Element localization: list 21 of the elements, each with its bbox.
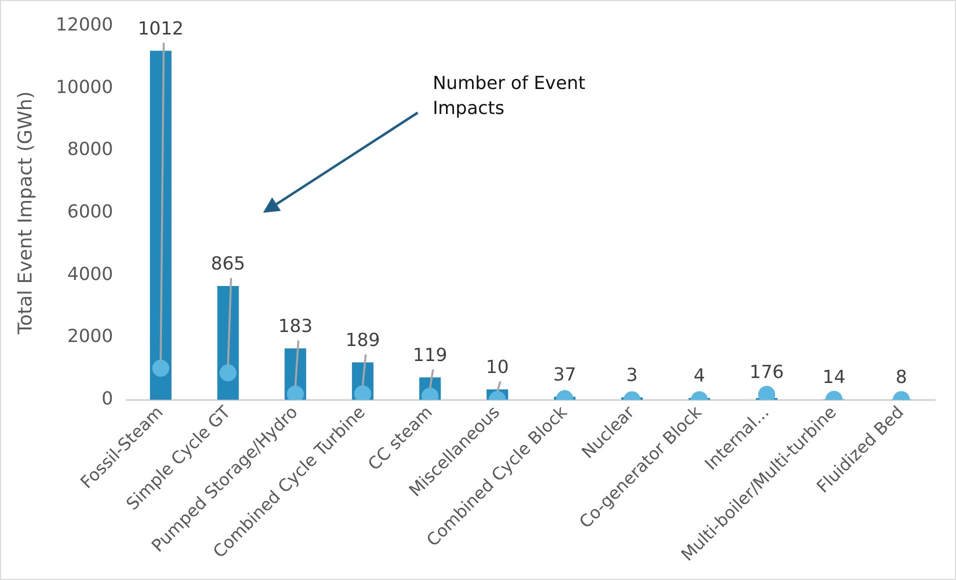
y-tick-label: 6000	[67, 201, 114, 222]
y-tick-label: 10000	[56, 76, 114, 98]
data-label: 176	[750, 362, 784, 384]
y-tick-label: 12000	[56, 14, 114, 36]
data-label: 119	[412, 345, 448, 366]
y-tick-label: 8000	[67, 139, 114, 160]
y-tick-label: 0	[102, 388, 114, 410]
annotation: Number of Event Impacts	[432, 72, 586, 121]
data-label: 10	[486, 357, 509, 378]
data-label: 1012	[138, 18, 184, 40]
y-axis-title: Total Event Impact (GWh)	[14, 91, 36, 336]
data-label: 37	[553, 364, 576, 386]
y-tick-label: 4000	[67, 264, 114, 285]
data-label: 189	[346, 330, 380, 352]
y-tick-label: 2000	[67, 326, 114, 348]
data-label: 4	[694, 366, 706, 387]
data-label: 14	[822, 367, 846, 388]
data-label: 8	[896, 367, 908, 388]
data-label: 865	[210, 254, 246, 275]
data-label: 183	[278, 316, 313, 338]
data-label: 3	[626, 365, 638, 386]
